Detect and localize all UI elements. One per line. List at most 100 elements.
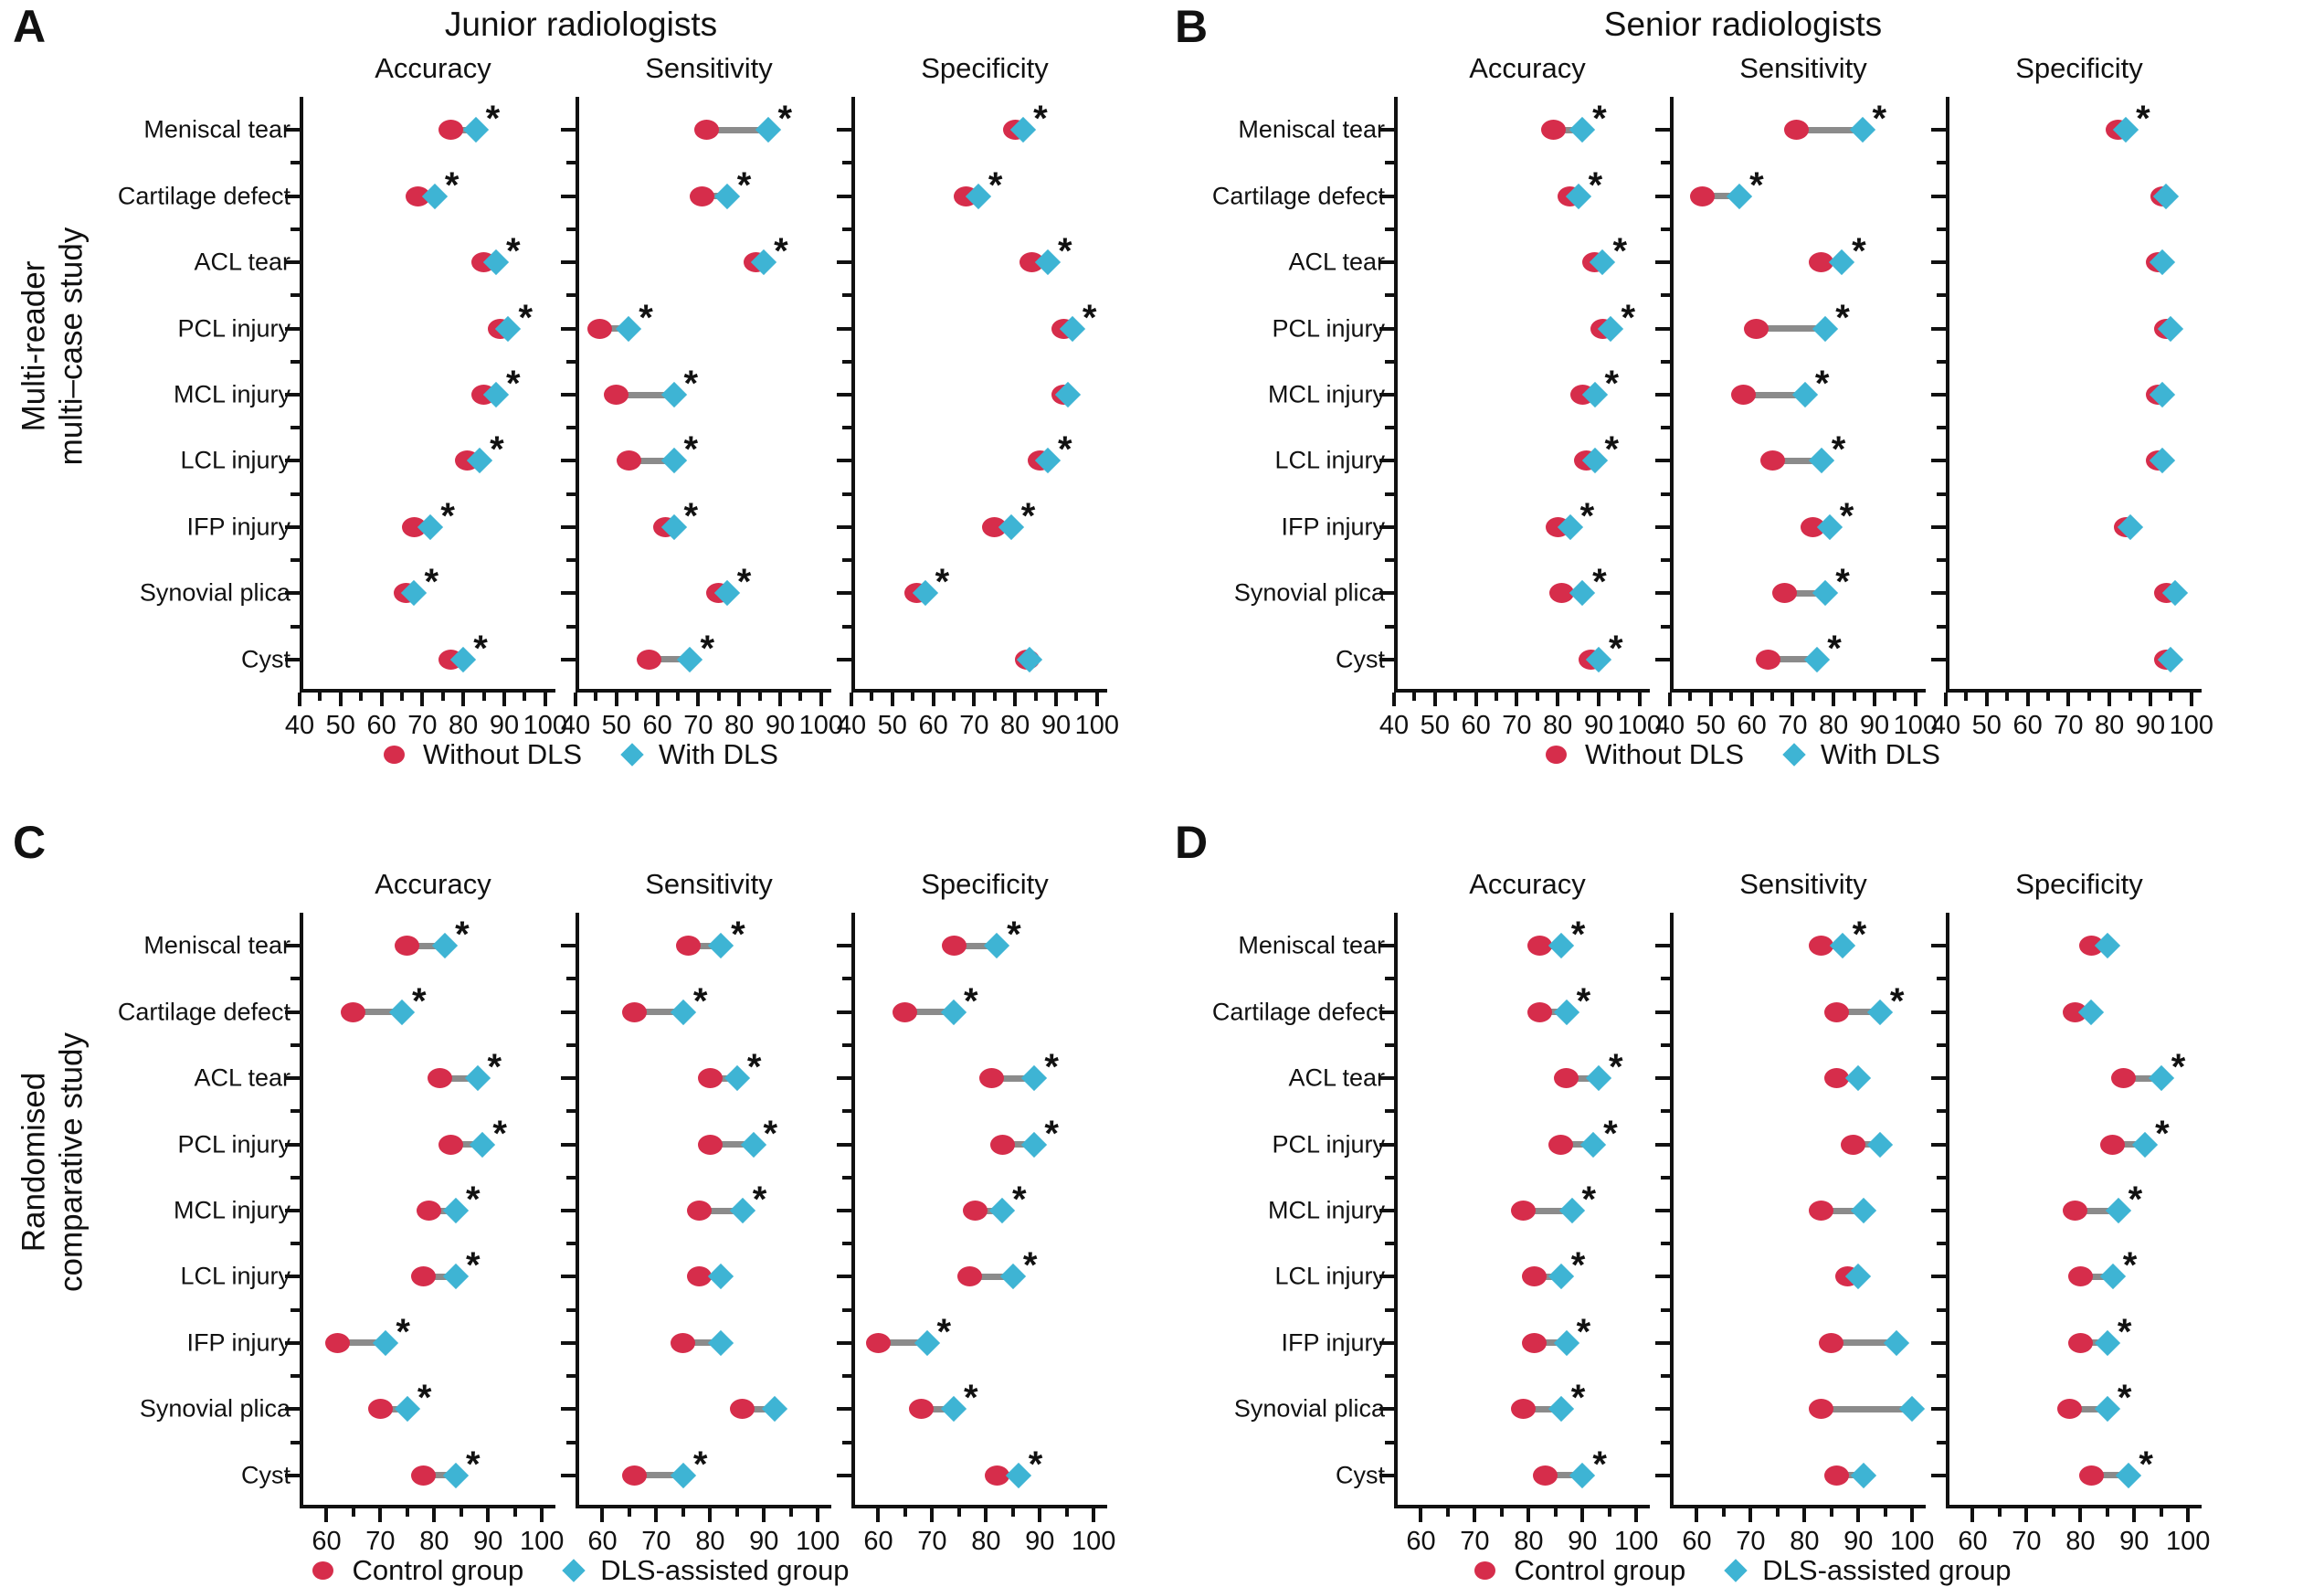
data-point-dls-assisted-group (464, 1064, 491, 1092)
y-minor-tick (1385, 426, 1394, 430)
data-point-with-dls (1569, 580, 1596, 607)
x-minor-tick (1453, 693, 1458, 701)
x-tick-label: 70 (917, 1527, 947, 1556)
x-tick (1092, 1508, 1096, 1522)
y-tick (1655, 591, 1670, 596)
category-label: LCL injury (180, 446, 290, 474)
y-minor-tick (1385, 293, 1394, 298)
x-tick (1474, 693, 1478, 706)
significance-asterisk: * (752, 1180, 767, 1220)
x-tick-label: 100 (2166, 1527, 2211, 1556)
category-label: Synovial plica (139, 578, 290, 607)
y-tick (561, 1076, 576, 1081)
subplot-specificity: Specificity 60 70 80 90 100 * * * * * * * (1931, 867, 2213, 1556)
y-tick (1931, 260, 1946, 265)
y-minor-tick (842, 359, 851, 364)
significance-asterisk: * (1839, 495, 1854, 536)
y-tick (285, 194, 300, 198)
category-label: MCL injury (1267, 380, 1385, 408)
x-tick (432, 1508, 437, 1522)
y-minor-tick (1937, 1242, 1946, 1246)
data-point-with-dls (1727, 183, 1753, 209)
data-point-with-dls (660, 381, 687, 408)
legend: Control group DLS-assisted group (1162, 1554, 2324, 1587)
y-minor-tick (1661, 1440, 1670, 1444)
data-point-without-dls (1809, 252, 1834, 273)
data-point-control-group (1824, 1001, 1850, 1022)
category-label: LCL injury (1274, 446, 1385, 474)
data-point-control-group (324, 1332, 350, 1353)
legend-item: Control group (1474, 1554, 1685, 1587)
y-tick (1655, 1010, 1670, 1014)
x-tick (931, 693, 935, 706)
significance-asterisk: * (1612, 231, 1628, 272)
y-tick (561, 944, 576, 948)
y-tick (1931, 1275, 1946, 1279)
y-tick (1379, 393, 1394, 397)
x-minor-tick (1010, 1508, 1015, 1517)
x-minor-tick (359, 693, 364, 701)
data-point-control-group (2067, 1266, 2093, 1287)
significance-asterisk: * (1604, 364, 1620, 404)
x-tick-label: 60 (2012, 711, 2043, 740)
y-axis (576, 97, 579, 693)
y-tick (1655, 657, 1670, 661)
category-label: Cartilage defect (1211, 998, 1385, 1026)
y-minor-tick (1661, 426, 1670, 430)
category-label: Meniscal tear (1238, 931, 1385, 959)
plot-area: 40 50 60 70 80 90 100 * * * * * * * * * (1379, 97, 1662, 740)
x-minor-tick (903, 1508, 907, 1517)
connector-line (1537, 1009, 1569, 1016)
subplot-sensitivity: Sensitivity 60 70 80 90 100 * * (1655, 867, 1937, 1556)
y-minor-tick (290, 161, 300, 165)
significance-asterisk: * (746, 1047, 762, 1088)
connector-line (1741, 391, 1807, 398)
significance-asterisk: * (1749, 164, 1764, 206)
x-tick-label: 70 (365, 1527, 396, 1556)
data-point-control-group (416, 1201, 441, 1221)
x-tick (1970, 1508, 1975, 1522)
y-tick (1655, 393, 1670, 397)
data-point-control-group (2057, 1399, 2083, 1420)
category-label: IFP injury (1281, 1328, 1385, 1357)
legend-marker-circle (1474, 1561, 1496, 1580)
data-point-dls-assisted-group (1851, 1462, 1877, 1488)
study-row-label-line: comparative study (54, 1032, 90, 1292)
data-point-dls-assisted-group (1548, 1264, 1574, 1290)
significance-asterisk: * (1044, 1113, 1059, 1154)
y-minor-tick (290, 293, 300, 298)
data-point-with-dls (417, 513, 444, 541)
x-tick-label: 60 (1958, 1527, 1988, 1556)
x-tick (972, 693, 977, 706)
data-point-dls-assisted-group (1899, 1396, 1926, 1423)
y-minor-tick (290, 558, 300, 563)
y-minor-tick (566, 1175, 576, 1180)
significance-asterisk: * (412, 980, 427, 1021)
data-point-control-group (427, 1068, 452, 1089)
x-axis (576, 1505, 831, 1508)
significance-asterisk: * (465, 1444, 481, 1485)
y-tick (837, 194, 851, 198)
connector-line (632, 1009, 685, 1016)
x-tick (1473, 1508, 1477, 1522)
y-minor-tick (842, 1242, 851, 1246)
significance-asterisk: * (1592, 1444, 1607, 1485)
significance-asterisk: * (1592, 99, 1607, 140)
x-tick-label: 60 (863, 1527, 893, 1556)
legend-marker-diamond (1724, 1559, 1748, 1582)
x-tick-label: 90 (2119, 1527, 2150, 1556)
y-minor-tick (842, 1307, 851, 1312)
panel-a: A Junior radiologists Multi-reader multi–… (0, 0, 1162, 816)
y-tick (285, 1407, 300, 1412)
significance-asterisk: * (465, 1245, 481, 1286)
x-minor-tick (512, 1508, 517, 1517)
x-minor-tick (1775, 1508, 1780, 1517)
study-row-label: Randomised comparative study (16, 1032, 91, 1292)
significance-asterisk: * (506, 231, 521, 272)
y-minor-tick (1937, 359, 1946, 364)
y-tick (1931, 524, 1946, 529)
data-point-control-group (2062, 1201, 2087, 1221)
category-label: Cartilage defect (117, 998, 290, 1026)
category-label: MCL injury (1267, 1196, 1385, 1224)
